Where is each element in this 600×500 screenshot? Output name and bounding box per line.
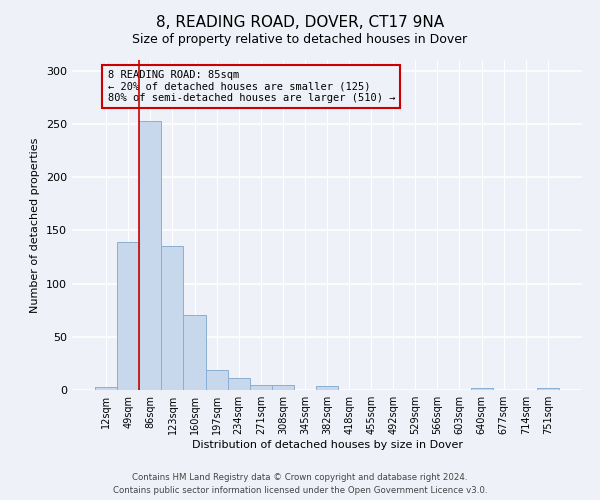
Text: 8 READING ROAD: 85sqm
← 20% of detached houses are smaller (125)
80% of semi-det: 8 READING ROAD: 85sqm ← 20% of detached … <box>108 70 395 103</box>
Text: Size of property relative to detached houses in Dover: Size of property relative to detached ho… <box>133 32 467 46</box>
Bar <box>272 384 294 390</box>
Y-axis label: Number of detached properties: Number of detached properties <box>31 138 40 312</box>
Bar <box>95 387 117 390</box>
Bar <box>184 316 206 390</box>
Bar <box>250 384 272 390</box>
Bar <box>117 242 139 390</box>
Bar <box>161 246 184 390</box>
X-axis label: Distribution of detached houses by size in Dover: Distribution of detached houses by size … <box>191 440 463 450</box>
Bar <box>139 120 161 390</box>
Bar <box>316 386 338 390</box>
Bar <box>206 370 227 390</box>
Bar <box>470 388 493 390</box>
Bar <box>227 378 250 390</box>
Text: 8, READING ROAD, DOVER, CT17 9NA: 8, READING ROAD, DOVER, CT17 9NA <box>156 15 444 30</box>
Bar <box>537 388 559 390</box>
Text: Contains HM Land Registry data © Crown copyright and database right 2024.
Contai: Contains HM Land Registry data © Crown c… <box>113 474 487 495</box>
